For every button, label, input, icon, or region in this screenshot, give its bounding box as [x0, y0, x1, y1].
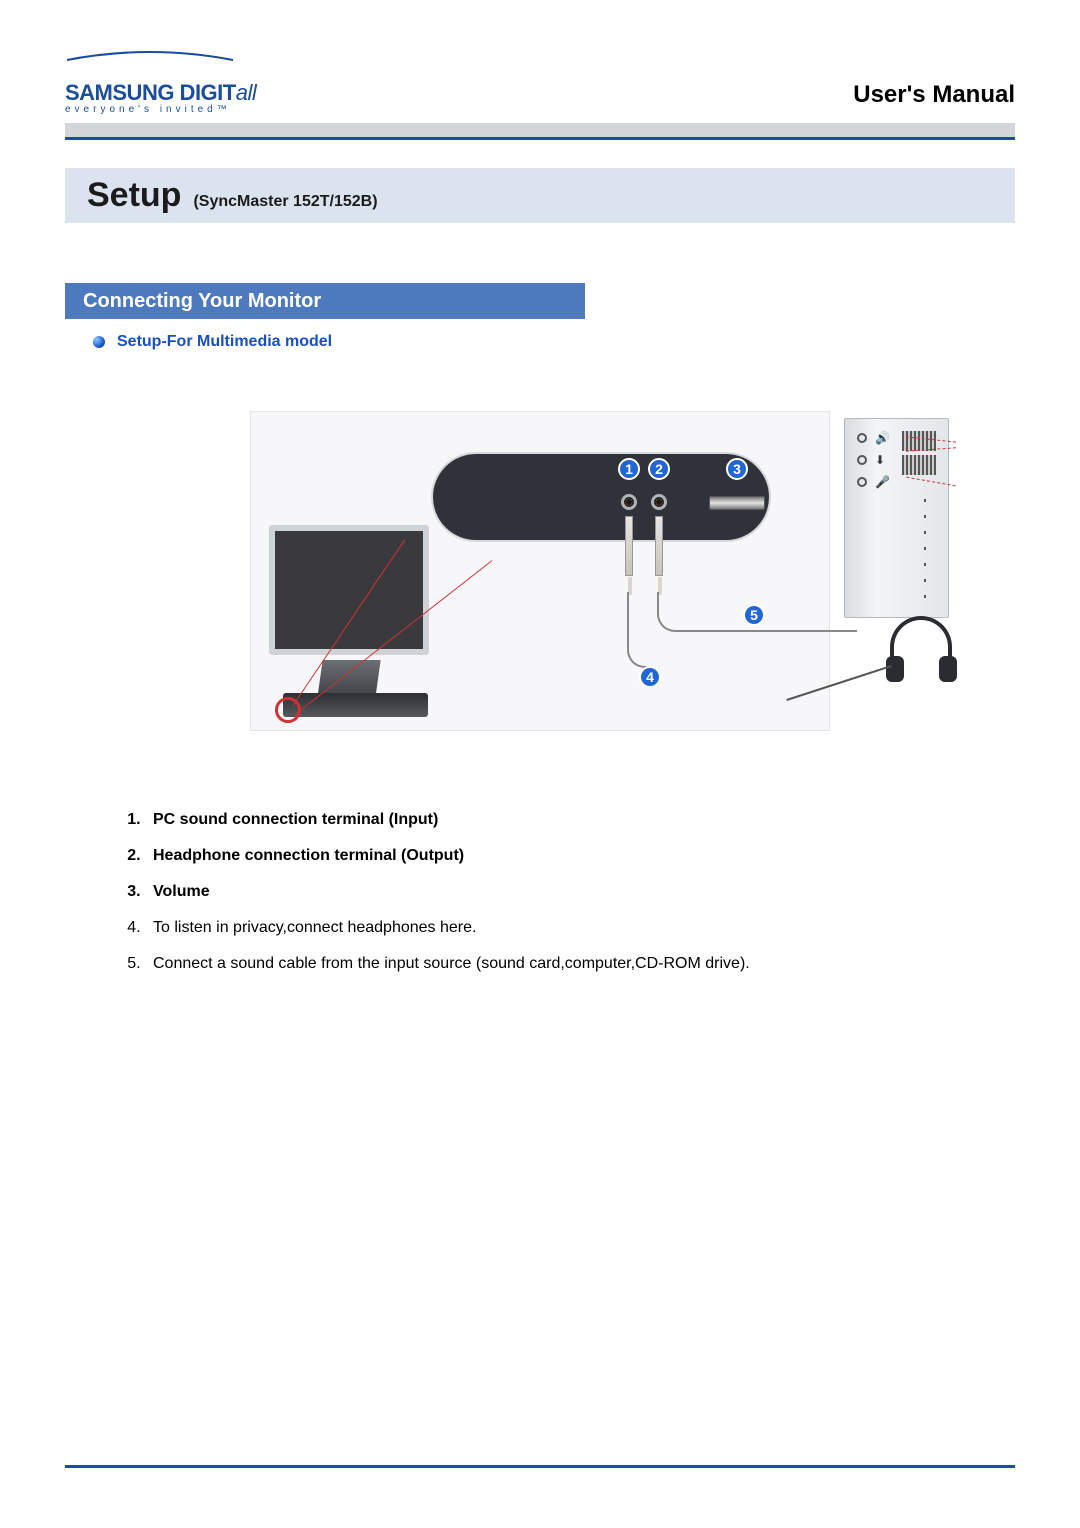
setup-title: Setup — [87, 176, 181, 215]
diagram-badge-5: 5 — [743, 604, 765, 626]
cable-path-icon — [627, 592, 647, 668]
headphones-icon — [884, 612, 959, 692]
section-title-bar: Connecting Your Monitor — [65, 283, 585, 319]
manual-title: User's Manual — [853, 81, 1015, 115]
list-item: To listen in privacy,connect headphones … — [145, 919, 1015, 937]
cable-icon — [655, 516, 663, 576]
line-in-icon: ⬇ — [875, 453, 885, 467]
monitor-icon — [265, 525, 440, 720]
header-row: SAMSUNG DIGITall everyone's invited™ Use… — [65, 80, 1015, 115]
audio-jack-icon — [651, 494, 667, 510]
connection-list: PC sound connection terminal (Input) Hea… — [65, 811, 1015, 973]
diagram-badge-1: 1 — [618, 458, 640, 480]
footer-rule — [65, 1465, 1015, 1468]
header-divider — [65, 123, 1015, 140]
brand-name-italic: all — [236, 80, 257, 105]
diagram-badge-4: 4 — [639, 666, 661, 688]
setup-banner: Setup (SyncMaster 152T/152B) — [65, 168, 1015, 223]
pc-tower-icon: 🔊 ⬇ 🎤 — [844, 418, 949, 618]
diagram-badge-2: 2 — [648, 458, 670, 480]
speaker-out-icon: 🔊 — [875, 431, 890, 445]
section-bullet-line: Setup-For Multimedia model — [65, 333, 1015, 351]
logo-swoosh-icon — [65, 50, 235, 62]
zoom-source-circle-icon — [275, 697, 301, 723]
brand-logo: SAMSUNG DIGITall everyone's invited™ — [65, 80, 256, 115]
list-item: PC sound connection terminal (Input) — [145, 811, 1015, 829]
sphere-bullet-icon — [93, 336, 105, 348]
list-item: Volume — [145, 883, 1015, 901]
diagram-badge-3: 3 — [726, 458, 748, 480]
setup-subtitle: (SyncMaster 152T/152B) — [193, 193, 377, 211]
cable-icon — [625, 516, 633, 576]
section-title: Connecting Your Monitor — [83, 290, 321, 313]
brand-tagline: everyone's invited™ — [65, 104, 256, 115]
list-item: Headphone connection terminal (Output) — [145, 847, 1015, 865]
brand-name-main: SAMSUNG DIGIT — [65, 80, 236, 105]
mic-icon: 🎤 — [875, 475, 890, 489]
volume-slider-icon — [709, 496, 765, 510]
connection-diagram: 1 2 3 4 5 🔊 ⬇ 🎤 — [250, 411, 830, 731]
section-bullet-text: Setup-For Multimedia model — [117, 333, 332, 351]
list-item: Connect a sound cable from the input sou… — [145, 955, 1015, 973]
audio-jack-icon — [621, 494, 637, 510]
